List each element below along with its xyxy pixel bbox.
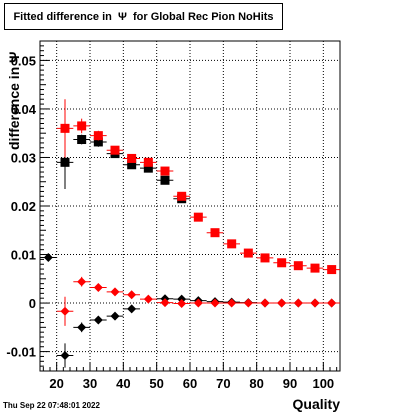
y-tick-label: 0.05 bbox=[11, 53, 36, 68]
diamond-marker bbox=[143, 294, 153, 304]
square-marker bbox=[260, 253, 270, 263]
diamond-marker bbox=[293, 298, 303, 308]
x-tick-label: 60 bbox=[183, 376, 197, 391]
diamond-marker bbox=[260, 298, 270, 308]
y-tick-label: -0.01 bbox=[6, 345, 36, 360]
square-marker bbox=[143, 157, 153, 167]
diamond-marker bbox=[110, 311, 120, 321]
y-tick-label: 0.04 bbox=[11, 102, 37, 117]
x-tick-label: 90 bbox=[283, 376, 297, 391]
x-tick-label: 100 bbox=[312, 376, 334, 391]
square-marker bbox=[77, 121, 87, 131]
y-axis-title: difference in Ψ bbox=[6, 51, 22, 150]
x-tick-label: 30 bbox=[83, 376, 97, 391]
square-marker bbox=[60, 157, 70, 167]
diamond-marker bbox=[127, 290, 137, 300]
square-marker bbox=[93, 131, 103, 141]
diamond-marker bbox=[277, 298, 287, 308]
diamond-marker bbox=[77, 322, 87, 332]
square-marker bbox=[160, 166, 170, 176]
square-marker bbox=[193, 212, 203, 222]
square-marker bbox=[127, 160, 137, 170]
diamond-marker bbox=[227, 298, 237, 308]
square-marker bbox=[293, 261, 303, 271]
chart-title: Fitted difference in Ψ for Global Rec Pi… bbox=[4, 3, 283, 30]
x-axis-title: Quality bbox=[292, 396, 340, 412]
x-tick-label: 80 bbox=[249, 376, 263, 391]
data-series bbox=[40, 99, 340, 368]
diamond-marker bbox=[210, 298, 220, 308]
square-marker bbox=[143, 163, 153, 173]
diamond-marker bbox=[160, 298, 170, 308]
diamond-marker bbox=[193, 298, 203, 308]
square-marker bbox=[327, 265, 337, 275]
diamond-marker bbox=[310, 298, 320, 308]
square-marker bbox=[127, 153, 137, 163]
square-marker bbox=[277, 258, 287, 268]
x-tick-label: 50 bbox=[149, 376, 163, 391]
diamond-marker bbox=[110, 287, 120, 297]
square-marker bbox=[110, 145, 120, 155]
square-marker bbox=[310, 263, 320, 273]
diamond-marker bbox=[177, 299, 187, 309]
x-tick-label: 20 bbox=[49, 376, 63, 391]
timestamp-label: Thu Sep 22 07:48:01 2022 bbox=[3, 401, 100, 410]
y-tick-label: 0.03 bbox=[11, 150, 36, 165]
diamond-marker bbox=[60, 350, 70, 360]
square-marker bbox=[93, 137, 103, 147]
x-tick-label: 40 bbox=[116, 376, 130, 391]
square-marker bbox=[243, 248, 253, 258]
y-tick-label: 0.01 bbox=[11, 248, 36, 263]
y-tick-label: 0 bbox=[29, 296, 36, 311]
square-marker bbox=[177, 191, 187, 201]
diamond-marker bbox=[93, 315, 103, 325]
square-marker bbox=[210, 228, 220, 238]
square-marker bbox=[227, 239, 237, 249]
axes: 20 30 40 50 60 70 80 90 100 -0.01 0 0.01 0.02 0.03 0.0… bbox=[6, 40, 338, 391]
diamond-marker bbox=[93, 283, 103, 293]
square-marker bbox=[60, 123, 70, 133]
square-marker bbox=[77, 135, 87, 145]
diamond-marker bbox=[327, 298, 337, 308]
diamond-marker bbox=[43, 252, 53, 262]
x-tick-label: 70 bbox=[216, 376, 230, 391]
diamond-marker bbox=[77, 277, 87, 287]
diamond-marker bbox=[243, 298, 253, 308]
square-marker bbox=[160, 175, 170, 185]
grid-lines bbox=[40, 41, 340, 371]
diamond-marker bbox=[127, 304, 137, 314]
diamond-marker bbox=[60, 306, 70, 316]
y-tick-label: 0.02 bbox=[11, 199, 36, 214]
